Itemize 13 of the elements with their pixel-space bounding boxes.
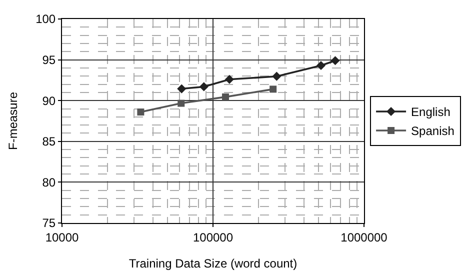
y-tick-label: 100 — [36, 12, 56, 26]
y-axis-title: F-measure — [6, 92, 20, 150]
legend-label: Spanish — [411, 124, 454, 138]
x-tick-label: 1000000 — [340, 230, 388, 244]
y-tick-label: 85 — [42, 134, 56, 149]
x-axis-title: Training Data Size (word count) — [128, 256, 298, 270]
y-tick-label: 75 — [42, 216, 56, 230]
x-tick-label: 100000 — [192, 230, 234, 244]
y-tick-label: 90 — [42, 94, 56, 108]
y-tick-label: 80 — [42, 175, 56, 190]
y-tick-label: 95 — [42, 53, 56, 67]
x-tick-label: 10000 — [45, 230, 80, 244]
legend-label: English — [411, 105, 450, 120]
